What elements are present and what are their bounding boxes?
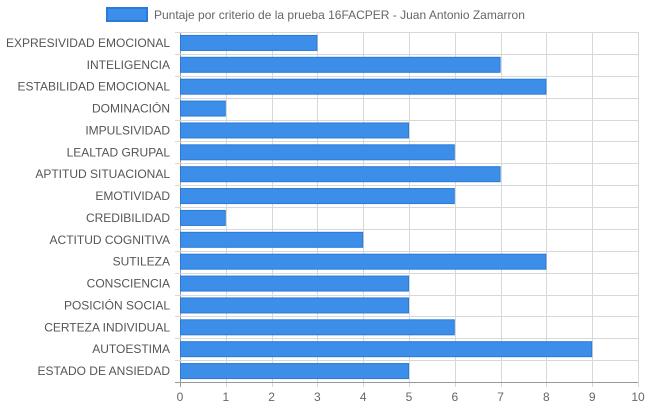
x-tick-label-9: 9 — [589, 390, 596, 404]
bar-0[interactable] — [180, 34, 318, 51]
legend-label: Puntaje por criterio de la prueba 16FACP… — [154, 8, 525, 22]
category-label-4: IMPULSIVIDAD — [85, 123, 170, 137]
category-labels: EXPRESIVIDAD EMOCIONAL INTELIGENCIA ESTABI… — [6, 36, 170, 378]
category-label-7: EMOTIVIDAD — [95, 189, 170, 203]
bar-8[interactable] — [180, 209, 226, 226]
x-tick-label-7: 7 — [497, 390, 504, 404]
category-label-15: ESTADO DE ANSIEDAD — [38, 364, 171, 378]
category-label-3: DOMINACIÓN — [92, 101, 170, 116]
x-axis-ticks: 0 1 2 3 4 5 6 7 8 9 10 — [177, 390, 645, 404]
x-tick-label-3: 3 — [314, 390, 321, 404]
x-tick-label-2: 2 — [268, 390, 275, 404]
bar-13[interactable] — [180, 319, 455, 336]
bar-7[interactable] — [180, 188, 455, 205]
bar-11[interactable] — [180, 275, 409, 292]
legend-swatch — [106, 7, 148, 22]
bar-12[interactable] — [180, 297, 409, 314]
category-label-11: CONSCIENCIA — [87, 277, 170, 291]
x-tick-label-4: 4 — [360, 390, 367, 404]
x-tick-label-5: 5 — [406, 390, 413, 404]
category-label-12: POSICIÓN SOCIAL — [64, 297, 170, 312]
x-tick-label-10: 10 — [631, 390, 645, 404]
category-label-5: LEALTAD GRUPAL — [67, 145, 171, 159]
bars — [180, 34, 593, 380]
bar-10[interactable] — [180, 253, 547, 270]
bar-1[interactable] — [180, 56, 501, 73]
x-tick-label-8: 8 — [543, 390, 550, 404]
category-label-10: SUTILEZA — [113, 255, 170, 269]
category-label-0: EXPRESIVIDAD EMOCIONAL — [6, 36, 170, 50]
bar-5[interactable] — [180, 144, 455, 161]
bar-9[interactable] — [180, 231, 364, 248]
x-tick-label-0: 0 — [177, 390, 184, 404]
category-label-9: ACTITUD COGNITIVA — [50, 233, 170, 247]
category-label-8: CREDIBILIDAD — [86, 211, 170, 225]
bar-6[interactable] — [180, 166, 501, 183]
category-label-1: INTELIGENCIA — [87, 58, 170, 72]
x-tick-label-6: 6 — [451, 390, 458, 404]
bar-2[interactable] — [180, 78, 547, 95]
x-tick-label-1: 1 — [222, 390, 229, 404]
bar-14[interactable] — [180, 341, 593, 358]
category-label-13: CERTEZA INDIVIDUAL — [44, 320, 170, 334]
category-label-2: ESTABILIDAD EMOCIONAL — [18, 80, 171, 94]
bar-15[interactable] — [180, 363, 409, 380]
legend[interactable]: Puntaje por criterio de la prueba 16FACP… — [106, 7, 525, 22]
category-label-14: AUTOESTIMA — [92, 342, 170, 356]
bar-3[interactable] — [180, 100, 226, 117]
category-label-6: APTITUD SITUACIONAL — [35, 167, 170, 181]
bar-4[interactable] — [180, 122, 409, 139]
